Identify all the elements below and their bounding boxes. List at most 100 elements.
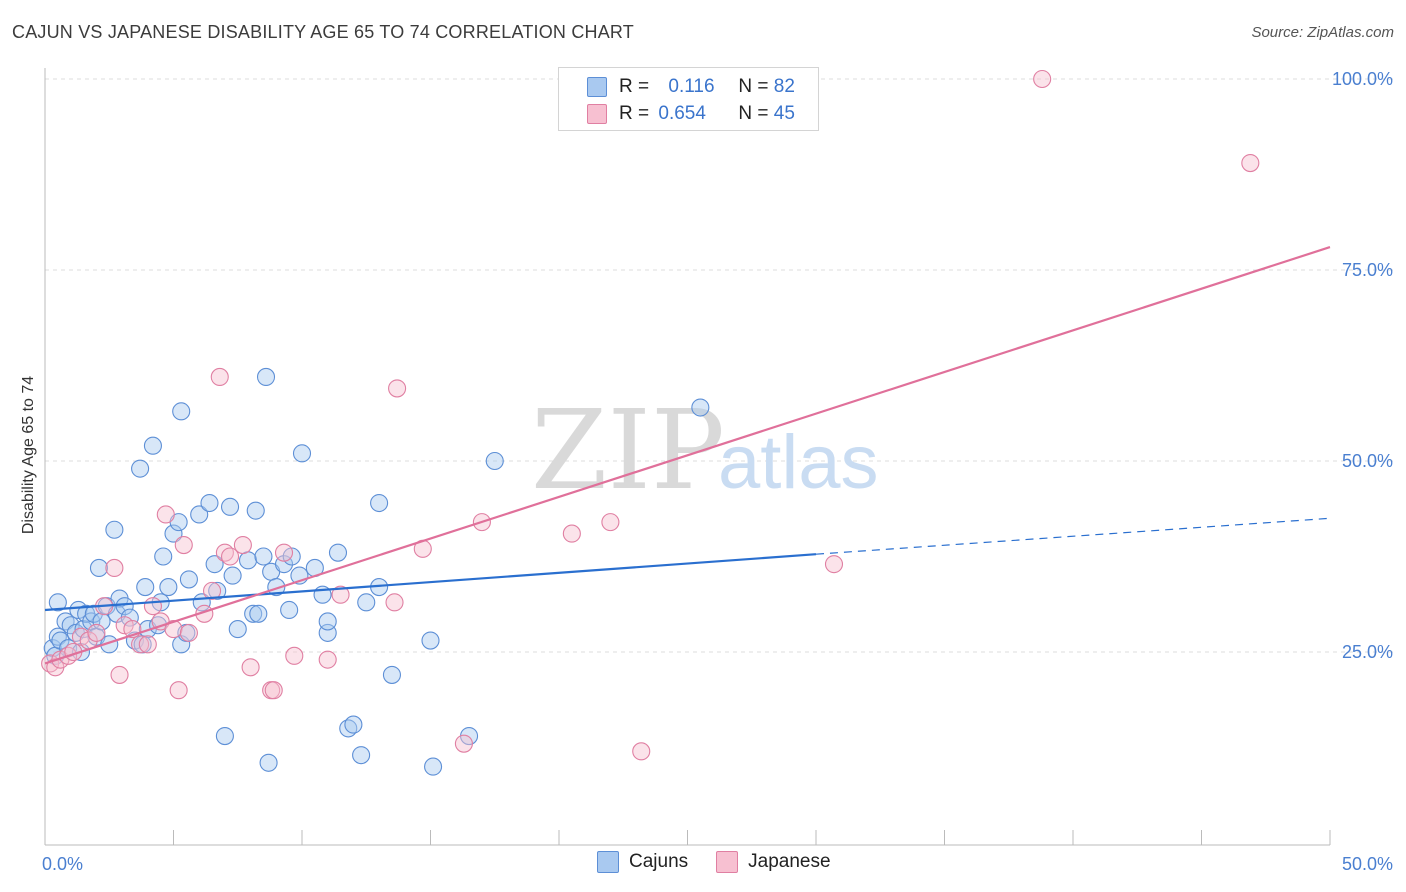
japanese-point [1241, 153, 1260, 173]
japanese-point [285, 646, 304, 665]
cajuns-point [328, 543, 348, 562]
japanese-point [632, 742, 651, 761]
cajuns-point [136, 578, 155, 597]
cajuns-point [179, 570, 198, 589]
japanese-point [179, 623, 198, 642]
cajuns-point [246, 501, 265, 520]
source-label: Source: ZipAtlas.com [1251, 24, 1394, 41]
japanese-point [562, 524, 581, 543]
cajuns-point [424, 757, 443, 776]
cajuns-point [154, 547, 173, 566]
legend-row-cajuns: R = 0.116 N = 82 [587, 75, 795, 99]
cajuns-point [244, 604, 263, 623]
japanese-point [164, 620, 183, 639]
cajuns-point [143, 436, 162, 455]
cajuns-point [318, 612, 337, 631]
cajuns-point [51, 631, 70, 650]
cajuns-point [215, 726, 234, 746]
legend-n-label: N = [738, 103, 774, 124]
cajuns-point [370, 493, 389, 513]
japanese-point [105, 558, 124, 578]
japanese-point [174, 535, 193, 555]
cajuns-point [254, 547, 273, 566]
axes [44, 68, 1331, 846]
japanese-trend-line [44, 246, 1331, 665]
cajuns-trend-extension [815, 517, 1331, 555]
cajuns-point [228, 620, 247, 639]
japanese-point [385, 593, 404, 612]
cajuns-point [205, 555, 224, 574]
cajuns-label: Cajuns [629, 851, 689, 872]
japanese-point [601, 513, 620, 532]
cajuns-point [131, 459, 150, 478]
x-tick-label: 50.0% [1342, 854, 1393, 874]
cajuns-point [352, 746, 371, 765]
japanese-point [233, 535, 252, 555]
trend-lines [44, 246, 1331, 665]
cajuns-point [89, 558, 109, 578]
legend-item-japanese[interactable]: Japanese [716, 851, 831, 873]
watermark-zip: ZIP [531, 386, 725, 514]
japanese-point [454, 734, 473, 753]
japanese-point [1033, 69, 1052, 89]
japanese-point [203, 581, 222, 600]
legend-swatch-japanese [587, 104, 607, 124]
cajuns-trend-line [44, 553, 817, 612]
japanese-point [169, 681, 188, 700]
legend-r-label: R = [619, 103, 655, 124]
cajuns-point [691, 398, 710, 417]
y-axis-label: Disability Age 65 to 74 [20, 376, 37, 534]
cajuns-point [249, 604, 268, 623]
japanese-point [824, 555, 844, 574]
legend-row-japanese: R = 0.654 N = 45 [587, 102, 795, 126]
legend-n-value: 82 [773, 76, 795, 97]
cajuns-point [159, 578, 178, 597]
japanese-swatch [716, 851, 739, 873]
chart-title: CAJUN VS JAPANESE DISABILITY AGE 65 TO 7… [12, 22, 634, 42]
japanese-point [131, 635, 150, 654]
cajuns-point [292, 444, 312, 463]
cajuns-point [200, 493, 219, 513]
japanese-point [143, 597, 162, 616]
tick-labels: 25.0% 50.0% 75.0% 100.0% 0.0% 50.0% [42, 69, 1393, 874]
japanese-point [318, 650, 337, 669]
japanese-point [210, 367, 229, 387]
cajuns-point [115, 597, 134, 616]
cajuns-point [357, 593, 376, 612]
japanese-point [241, 658, 260, 677]
japanese-point [331, 585, 350, 604]
cajuns-swatch [597, 851, 619, 873]
legend-r-value: 0.654 [658, 103, 706, 124]
legend-item-cajuns[interactable]: Cajuns [597, 851, 688, 873]
cajuns-point [344, 715, 363, 734]
japanese-point [138, 635, 157, 654]
x-tick-label: 0.0% [42, 854, 83, 874]
japanese-label: Japanese [748, 851, 831, 872]
cajuns-point [259, 753, 278, 772]
stats-legend: R = 0.116 N = 82 R = 0.654 N = 45 [558, 67, 819, 131]
cajuns-point [421, 631, 440, 650]
cajuns-point [280, 600, 299, 620]
japanese-point [274, 543, 294, 562]
cajuns-point [105, 520, 124, 539]
cajuns-point [208, 581, 227, 600]
watermark-atlas: atlas [718, 420, 879, 505]
legend-n-label: N = [738, 76, 774, 97]
cajuns-point [267, 578, 286, 597]
legend-n-value: 45 [773, 103, 795, 124]
y-tick-label: 100.0% [1332, 69, 1393, 89]
japanese-point [264, 681, 283, 700]
cajuns-point [485, 451, 504, 471]
cajuns-point [172, 402, 191, 421]
cajuns-point [382, 665, 402, 684]
cajuns-point [164, 524, 183, 543]
y-tick-label: 25.0% [1342, 642, 1393, 662]
legend-r-label: R = [619, 76, 655, 97]
japanese-point [110, 665, 129, 684]
cajuns-point [256, 367, 276, 387]
cajuns-point [238, 551, 258, 570]
cajuns-point [220, 497, 240, 516]
japanese-point [87, 623, 106, 642]
legend-swatch-cajuns [587, 77, 607, 97]
